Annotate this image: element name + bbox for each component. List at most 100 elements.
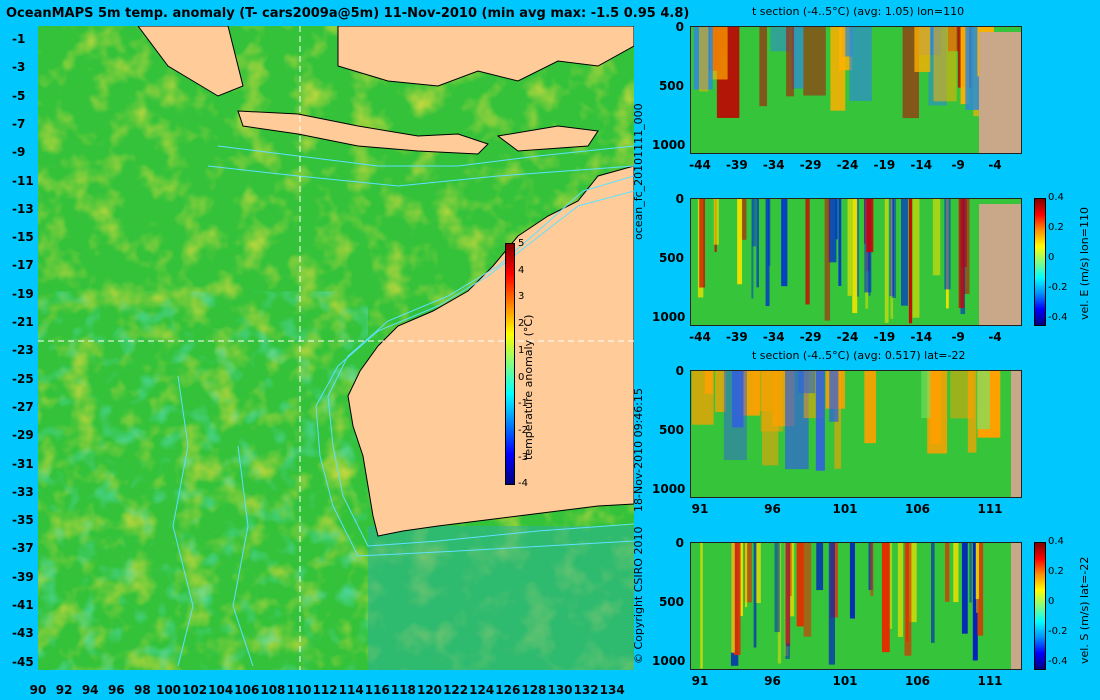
lon-tick: 100 <box>155 683 182 697</box>
lon-tick: 106 <box>234 683 260 697</box>
section-feature <box>870 543 874 597</box>
panel-x-tick: -14 <box>910 158 933 172</box>
section-feature <box>904 543 912 656</box>
section-feature <box>785 371 809 470</box>
panel-colorbar-tick: -0.4 <box>1048 656 1068 667</box>
section-feature <box>931 543 935 643</box>
section-feature <box>774 543 780 633</box>
lat-tick: -39 <box>12 569 34 584</box>
section-feature <box>828 199 837 263</box>
panel-x-tick: -34 <box>762 158 785 172</box>
section-feature <box>756 199 759 288</box>
panel-x-tick: -44 <box>689 158 711 172</box>
lat-tick: -41 <box>12 598 34 612</box>
panel-colorbar-tick: 0 <box>1048 252 1055 263</box>
lon-tick: 126 <box>495 683 521 697</box>
section-feature <box>698 27 709 92</box>
panel-y-tick: 500 <box>658 251 684 265</box>
lat-tick: -27 <box>12 399 34 414</box>
section-feature <box>744 543 748 608</box>
colorbar-tick: -1 <box>518 398 528 410</box>
panel-colorbar-label: vel. S (m/s) lat=-22 <box>1078 556 1091 664</box>
panel-y-tick: 0 <box>675 192 684 206</box>
panel-x-tick: -19 <box>873 158 896 172</box>
panel-title: t section (-4..5°C) (avg: 0.517) lat=-22 <box>752 349 966 362</box>
lat-tick: -3 <box>12 60 26 75</box>
panel-colorbar-tick: 0.4 <box>1048 536 1064 547</box>
land-australia <box>347 165 634 537</box>
lat-tick: -9 <box>12 145 26 160</box>
section-feature <box>852 199 858 314</box>
section-feature <box>723 371 747 461</box>
section-feature <box>815 371 825 471</box>
section-plot <box>691 371 1021 497</box>
lon-tick: 112 <box>312 683 338 697</box>
section-feature <box>864 371 877 444</box>
section-land <box>1011 543 1021 669</box>
lat-tick: -35 <box>12 513 34 528</box>
panel-colorbar-label: vel. E (m/s) lon=110 <box>1078 207 1091 320</box>
lon-tick: 120 <box>416 683 443 697</box>
section-feature <box>796 543 804 627</box>
section-feature <box>699 199 706 288</box>
panel-colorbar <box>1034 542 1046 670</box>
panel-x-tick: 91 <box>691 674 709 688</box>
colorbar-tick: 1 <box>518 344 525 356</box>
panel-x-tick: -24 <box>836 330 859 344</box>
lon-tick: 114 <box>338 683 364 697</box>
panel-colorbar-tick: 0.4 <box>1048 192 1064 203</box>
section-feature <box>828 543 836 665</box>
lon-tick: 124 <box>469 683 495 697</box>
lon-tick: 102 <box>182 683 208 697</box>
panel-colorbar-tick: -0.2 <box>1048 282 1068 293</box>
section-feature <box>901 199 908 306</box>
lat-tick: -21 <box>12 315 34 329</box>
panel-colorbar-tick: 0 <box>1048 596 1055 607</box>
panel-x-tick: -44 <box>689 330 711 344</box>
lon-tick: 94 <box>81 683 99 697</box>
section-feature <box>849 27 872 101</box>
land-timor <box>496 125 599 152</box>
section-feature <box>960 27 970 105</box>
panel-y-tick: 0 <box>675 364 684 378</box>
section-land <box>979 32 1021 153</box>
panel-x-tick: 106 <box>904 674 931 688</box>
section-panel <box>690 198 1022 326</box>
panel-x-tick: -34 <box>762 330 785 344</box>
section-feature <box>838 199 842 286</box>
section-feature <box>958 199 965 309</box>
colorbar-tick: 5 <box>518 238 525 249</box>
panel-colorbar-tick: 0.2 <box>1048 566 1064 577</box>
section-panel <box>690 26 1022 154</box>
section-feature <box>884 199 889 323</box>
panel-y-tick: 1000 <box>652 482 686 496</box>
lat-tick: -23 <box>12 343 34 358</box>
section-feature <box>891 199 897 298</box>
section-feature <box>950 371 974 419</box>
lon-tick: 118 <box>390 683 416 697</box>
panel-x-tick: 96 <box>764 674 781 688</box>
panel-colorbar <box>1034 198 1046 326</box>
lat-tick: -25 <box>12 371 34 386</box>
colorbar-tick: 0 <box>518 371 525 383</box>
section-land <box>979 204 1021 325</box>
panel-x-tick: -29 <box>799 158 822 172</box>
panel-x-tick: 106 <box>904 502 931 516</box>
section-feature <box>786 27 795 97</box>
panel-x-tick: -39 <box>726 158 748 172</box>
lon-tick: 92 <box>55 683 73 697</box>
colorbar-tick: -4 <box>518 478 528 490</box>
section-feature <box>908 199 913 324</box>
temperature-anomaly-map[interactable] <box>38 26 634 670</box>
section-feature <box>888 543 893 629</box>
section-feature <box>709 27 728 80</box>
panel-x-tick: -24 <box>836 158 859 172</box>
section-feature <box>753 371 772 412</box>
panel-x-tick: -9 <box>951 158 965 172</box>
section-feature <box>969 543 972 603</box>
section-feature <box>977 543 984 636</box>
land-borneo <box>337 26 634 87</box>
section-land <box>1011 371 1021 497</box>
lat-tick: -31 <box>12 456 34 471</box>
section-feature <box>715 371 726 413</box>
